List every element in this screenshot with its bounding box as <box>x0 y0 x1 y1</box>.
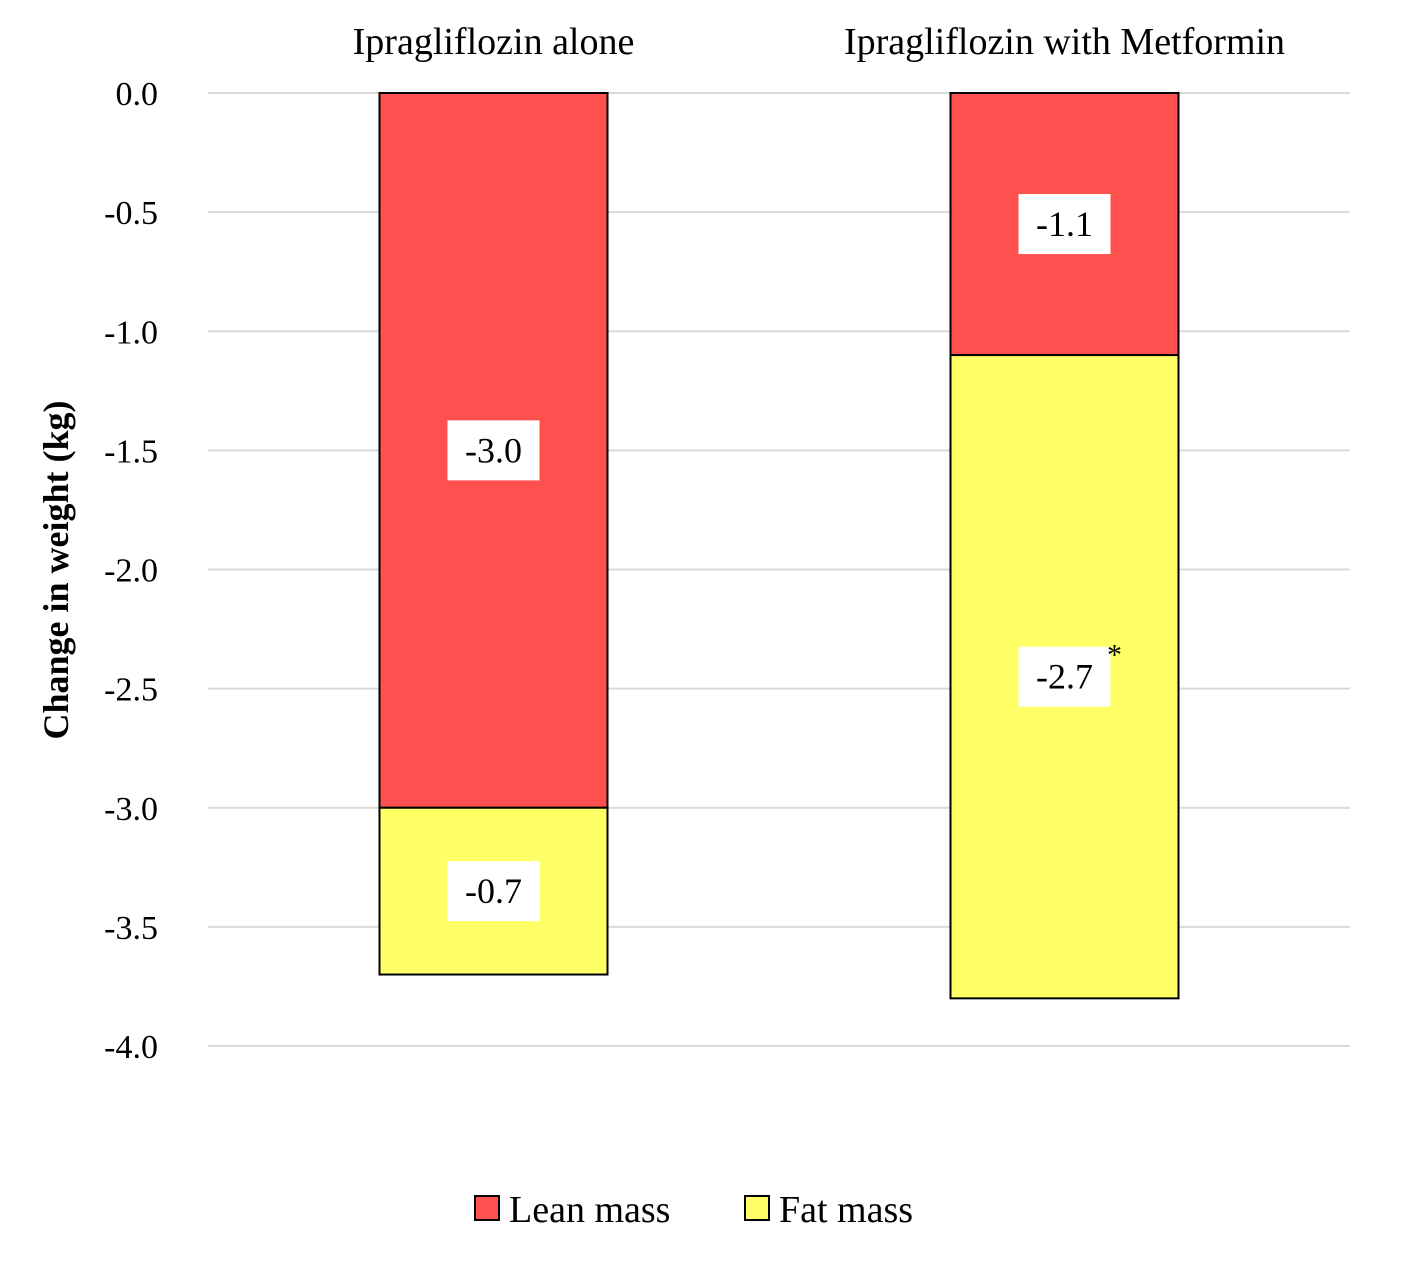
y-tick-label: 0.0 <box>116 76 159 113</box>
y-tick-label: -3.0 <box>104 791 158 828</box>
data-label: -2.7 <box>1036 657 1093 697</box>
y-tick-label: -2.0 <box>104 553 158 590</box>
legend-label: Fat mass <box>779 1189 913 1231</box>
data-label: -1.1 <box>1036 204 1093 244</box>
data-label-box <box>447 420 540 481</box>
bar-lean-mass <box>378 92 609 809</box>
y-axis-tick-labels: 0.0 -0.5 -1.0 -1.5 -2.0 -2.5 -3.0 -3.5 -4.0 <box>104 76 158 1066</box>
data-label-box <box>447 861 540 922</box>
category-labels: Ipragliflozin alone Ipragliflozin with Me… <box>353 21 1285 63</box>
data-label: -0.7 <box>465 871 522 911</box>
y-tick-label: -3.5 <box>104 910 158 947</box>
data-labels: -3.0 -0.7 -1.1 -2.7 * <box>447 194 1122 922</box>
data-label-box <box>1018 646 1111 707</box>
y-tick-label: -1.0 <box>104 314 158 351</box>
significance-marker: * <box>1107 639 1122 672</box>
category-label: Ipragliflozin alone <box>353 21 635 63</box>
bars <box>378 92 1180 1000</box>
data-label-box <box>1018 194 1111 255</box>
y-tick-label: -4.0 <box>104 1029 158 1066</box>
category-label: Ipragliflozin with Metformin <box>844 21 1285 63</box>
y-axis-title: Change in weight (kg) <box>36 400 76 739</box>
y-tick-label: -1.5 <box>104 433 158 470</box>
legend-swatch <box>744 1195 770 1221</box>
y-tick-label: -2.5 <box>104 672 158 709</box>
y-tick-label: -0.5 <box>104 195 158 232</box>
data-label: -3.0 <box>465 430 522 470</box>
legend-label: Lean mass <box>509 1189 670 1231</box>
legend: Lean mass Fat mass <box>474 1189 913 1231</box>
legend-swatch <box>474 1195 500 1221</box>
